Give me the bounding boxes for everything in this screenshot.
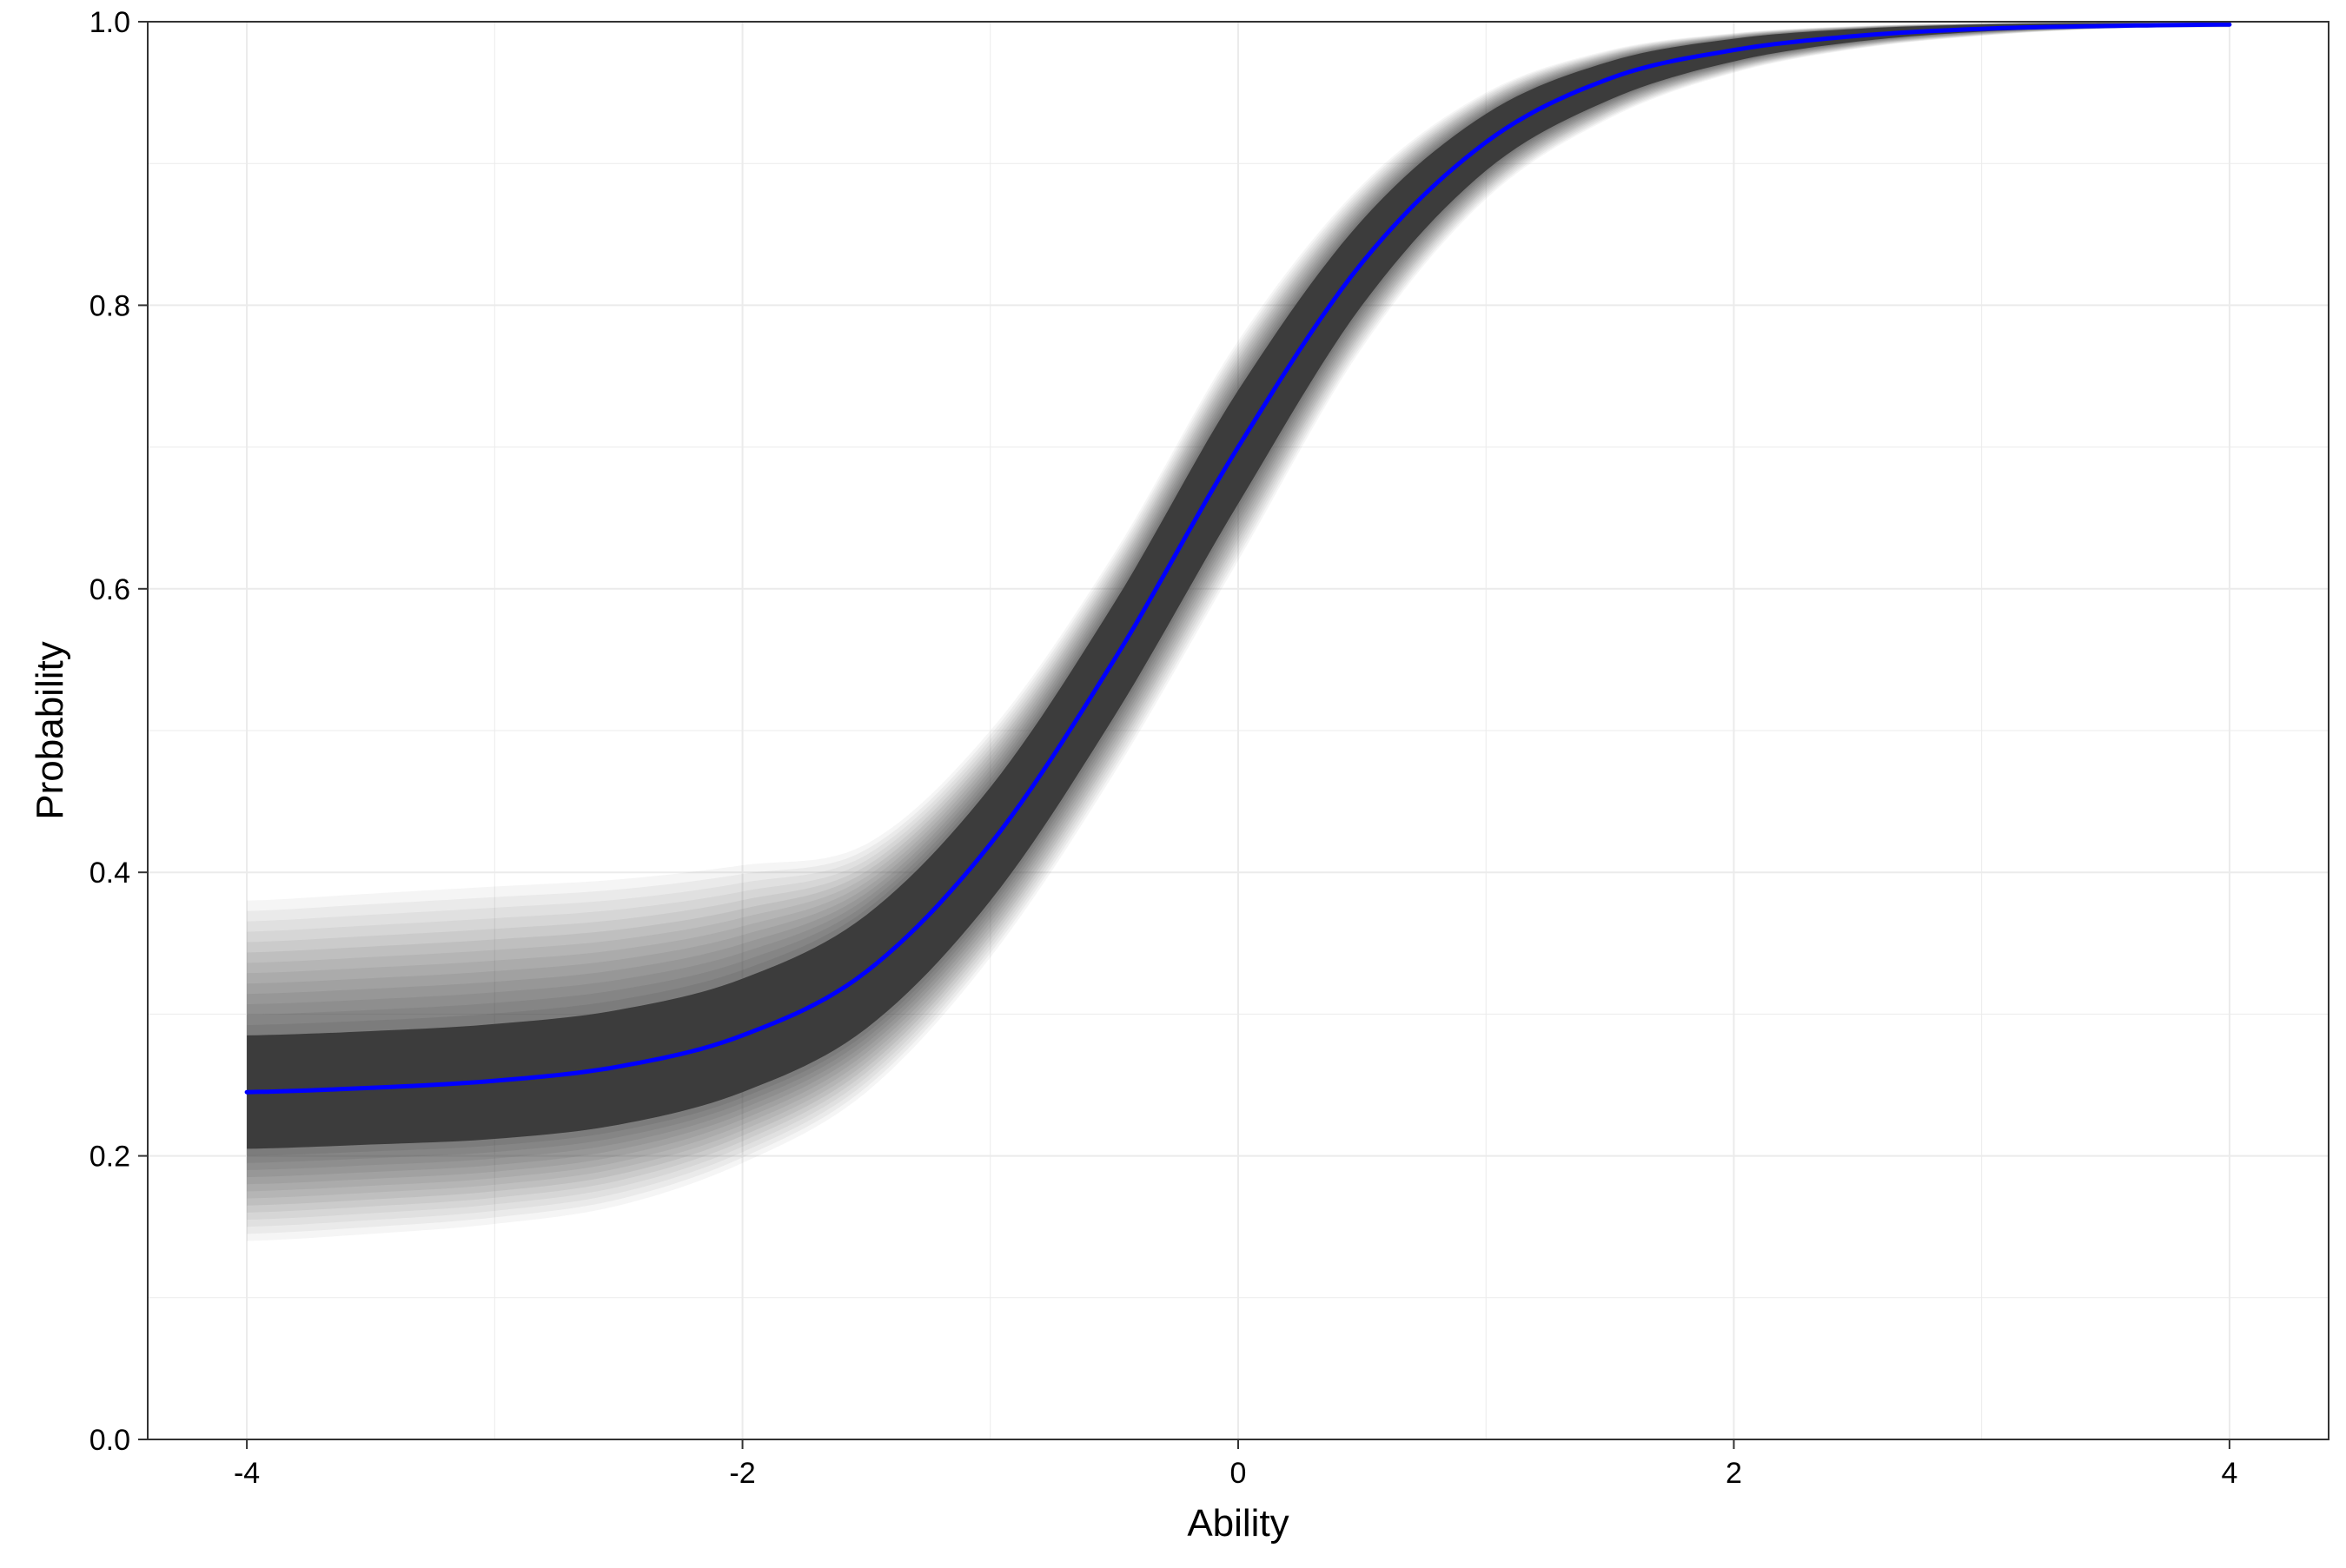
y-tick-label: 0.0 bbox=[89, 1424, 130, 1457]
y-axis-title: Probability bbox=[29, 641, 71, 819]
x-tick-label: -2 bbox=[729, 1457, 755, 1490]
y-axis: 0.0 0.2 0.4 0.6 0.8 1.0 bbox=[89, 6, 148, 1457]
y-tick-label: 0.2 bbox=[89, 1141, 130, 1174]
x-axis: -4 -2 0 2 4 bbox=[234, 1439, 2237, 1490]
x-tick-label: 2 bbox=[1726, 1457, 1742, 1490]
y-tick-label: 0.4 bbox=[89, 857, 130, 890]
x-axis-title: Ability bbox=[1187, 1502, 1289, 1545]
x-tick-label: 0 bbox=[1230, 1457, 1247, 1490]
x-tick-label: 4 bbox=[2221, 1457, 2237, 1490]
y-tick-label: 1.0 bbox=[89, 6, 130, 39]
x-tick-label: -4 bbox=[234, 1457, 260, 1490]
y-tick-label: 0.6 bbox=[89, 573, 130, 606]
y-tick-label: 0.8 bbox=[89, 289, 130, 322]
